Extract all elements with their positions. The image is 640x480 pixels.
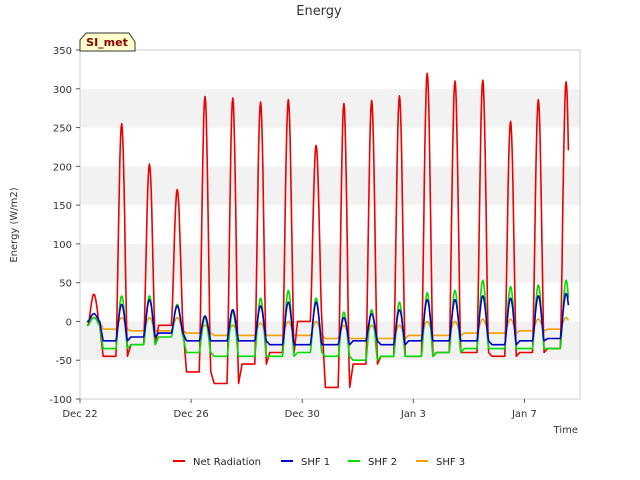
y-tick-label: 250	[53, 124, 72, 135]
legend-label: SHF 1	[301, 457, 330, 468]
y-tick-label: 100	[53, 240, 72, 251]
plot-band	[80, 282, 580, 322]
plot-frame	[79, 49, 581, 400]
x-tick-label: Jan 7	[511, 409, 537, 420]
plot-band	[80, 243, 580, 283]
plot-band	[80, 88, 580, 128]
badge-label: SI_met	[86, 36, 128, 49]
x-axis-title: Time	[553, 425, 578, 436]
y-tick-label: 200	[53, 162, 72, 173]
badge-shape	[79, 32, 136, 52]
plot-band	[80, 321, 580, 361]
y-tick-label: -50	[56, 356, 72, 367]
y-tick-label: 150	[53, 201, 72, 212]
chart-title: Energy	[296, 4, 342, 19]
plot-band	[80, 205, 580, 244]
y-tick-label: -100	[49, 395, 72, 406]
site-badge: SI_met	[79, 32, 136, 52]
y-tick-label: 350	[53, 46, 72, 57]
plot-band	[80, 127, 580, 167]
y-axis-ticks: -100 -50 0 50 100 150 200 250 300 350	[49, 46, 80, 406]
y-tick-label: 0	[66, 317, 72, 328]
plot-background-bands	[80, 50, 580, 399]
legend-label: SHF 3	[436, 457, 465, 468]
plot-band	[80, 166, 580, 206]
y-axis-title: Energy (W/m2)	[9, 187, 20, 262]
y-tick-label: 300	[53, 85, 72, 96]
x-tick-label: Jan 3	[400, 409, 426, 420]
legend-label: SHF 2	[368, 457, 397, 468]
plot-band	[80, 360, 580, 399]
x-axis-ticks: Dec 22 Dec 26 Dec 30 Jan 3 Jan 7	[62, 399, 537, 420]
series-line-shf-2	[86, 279, 570, 361]
legend: Net Radiation SHF 1 SHF 2 SHF 3	[173, 457, 465, 468]
x-tick-label: Dec 22	[62, 409, 97, 420]
y-tick-label: 50	[59, 279, 72, 290]
series-lines	[86, 72, 570, 389]
legend-label: Net Radiation	[193, 457, 261, 468]
x-tick-label: Dec 30	[285, 409, 320, 420]
series-line-shf-1	[86, 292, 570, 346]
plot-band	[80, 50, 580, 89]
x-tick-label: Dec 26	[173, 409, 208, 420]
